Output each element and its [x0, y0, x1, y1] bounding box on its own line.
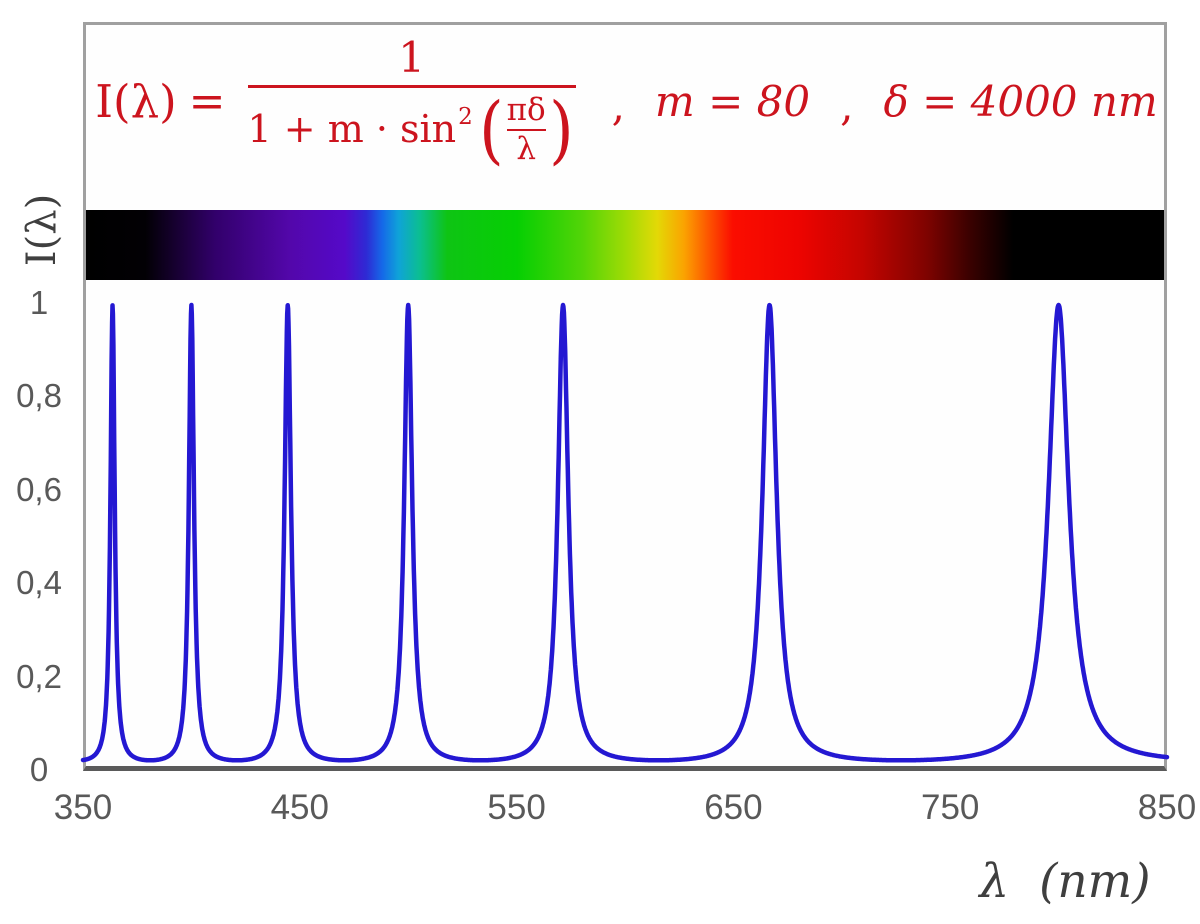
x-tick-label: 750 — [920, 788, 980, 827]
denominator-prefix: 1 + m · sin — [247, 107, 457, 152]
fraction-denominator: 1 + m · sin 2 ( πδ λ ) — [247, 86, 574, 173]
left-paren: ( — [478, 86, 504, 173]
right-paren: ) — [548, 86, 574, 173]
param-m: m = 80 — [654, 76, 811, 126]
param-delta: δ = 4000 nm — [883, 76, 1158, 126]
y-tick-label: 0,4 — [16, 564, 62, 602]
comma-separator: , — [840, 80, 854, 130]
fraction-bar — [247, 84, 576, 88]
y-tick-label: 0,8 — [16, 377, 62, 415]
y-axis-title: I(λ) — [19, 193, 65, 267]
x-tick-label: 450 — [270, 788, 329, 827]
fraction-numerator: 1 — [398, 32, 425, 82]
x-axis-title: λ (nm) — [979, 854, 1151, 909]
equals-sign: = — [188, 75, 226, 127]
y-tick-label: 0,6 — [16, 470, 62, 508]
y-tick-label: 1 — [29, 284, 49, 321]
fraction: 1 1 + m · sin 2 ( πδ λ ) — [247, 32, 576, 173]
formula-annotation: I(λ) = 1 1 + m · sin 2 ( πδ λ ) , m = 80 … — [86, 26, 1167, 176]
spectrum-bar — [86, 210, 1164, 280]
x-tick-label: 850 — [1137, 788, 1197, 827]
inner-fraction-bar — [506, 128, 546, 132]
inner-numerator: πδ — [506, 91, 546, 128]
x-tick-label: 350 — [53, 788, 113, 827]
inner-denominator: λ — [516, 131, 536, 168]
comma-separator: , — [611, 80, 625, 130]
formula-lhs: I(λ) — [95, 74, 177, 128]
x-tick-label: 650 — [704, 788, 763, 827]
inner-fraction: πδ λ — [506, 91, 546, 168]
x-tick-label: 550 — [487, 788, 546, 827]
y-tick-label: 0 — [29, 751, 49, 788]
y-tick-label: 0,2 — [16, 657, 62, 695]
